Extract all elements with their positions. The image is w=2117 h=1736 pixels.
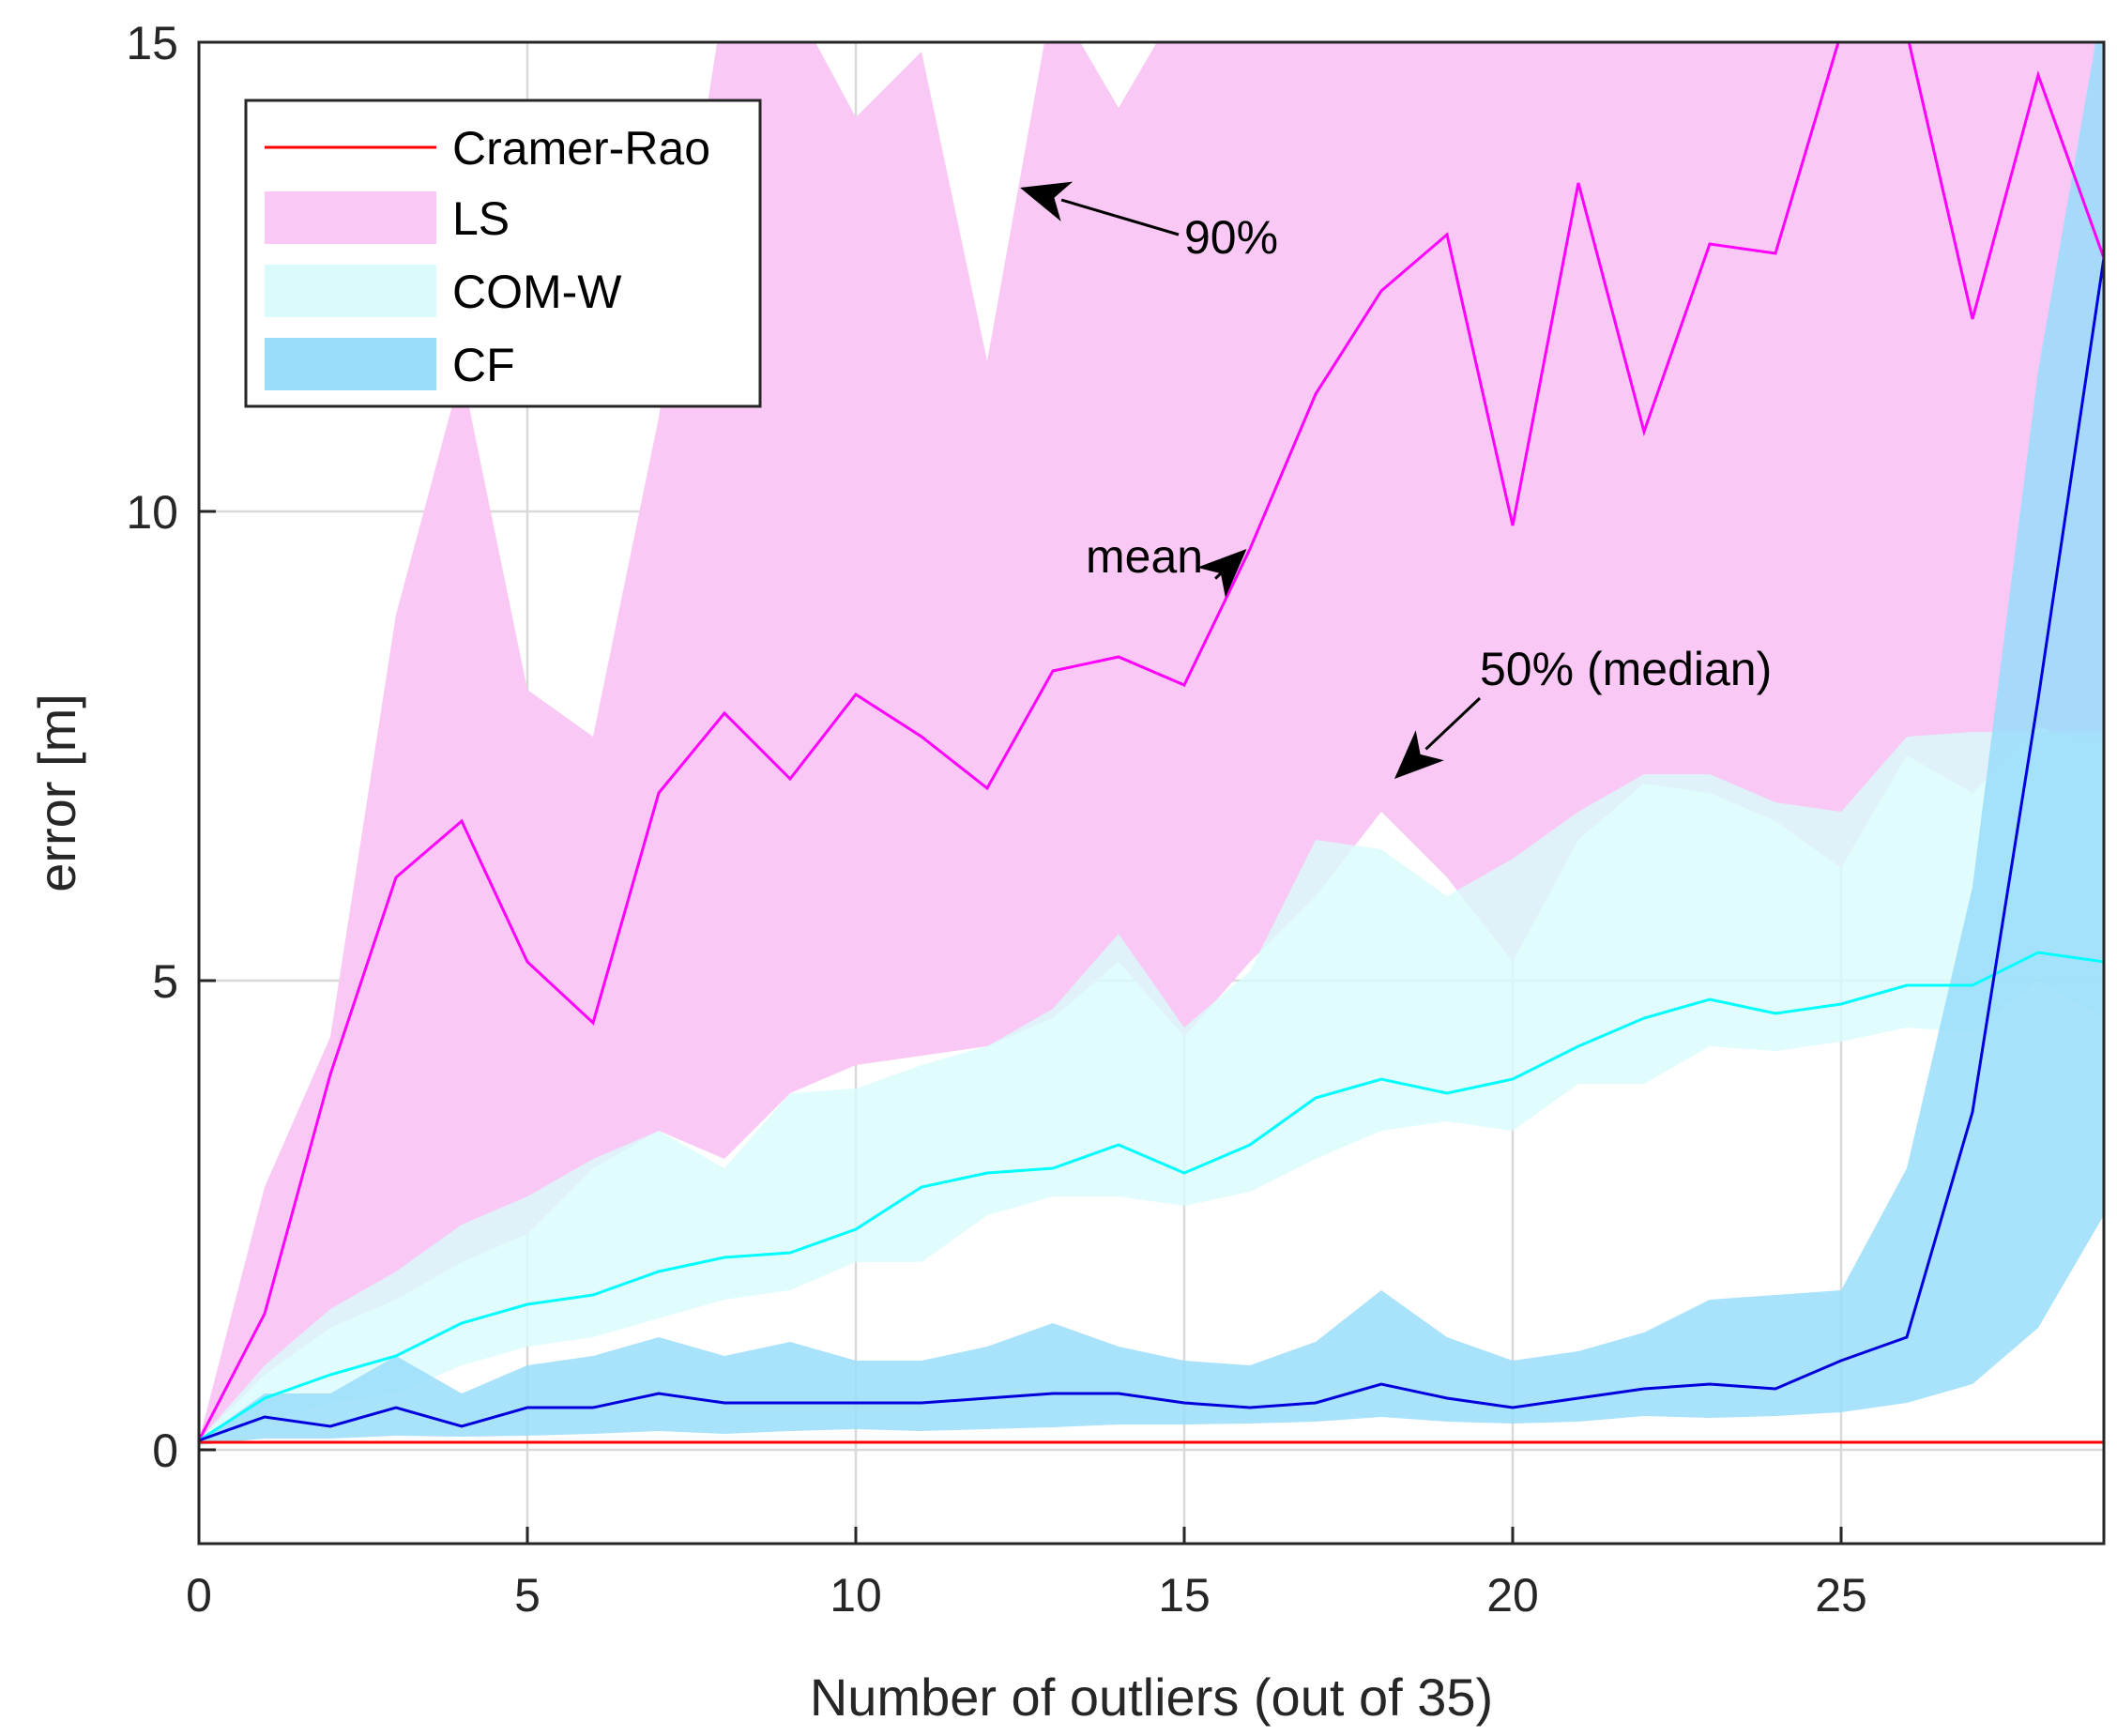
legend-swatch-com-w [265,265,436,317]
x-tick-label-0: 0 [186,1569,212,1622]
legend-swatch-ls [265,191,436,244]
legend-label-com-w: COM-W [452,266,622,318]
annotation-label-mean: mean [1086,530,1203,583]
x-tick-label-20: 20 [1486,1569,1539,1622]
y-tick-label-15: 15 [126,17,178,69]
annotation-arrow-head-50-median [1394,730,1444,779]
axis-ticks: 0 5 10 15 20 25 0 5 10 15 [126,17,1866,1622]
annotation-label-50-median: 50% (median) [1480,643,1772,695]
annotations: 90% mean 50% (median) [1020,181,1772,779]
legend-swatch-cf [265,338,436,390]
x-axis-title: Number of outliers (out of 35) [810,1667,1493,1727]
x-tick-label-25: 25 [1815,1569,1867,1622]
legend-label-cf: CF [452,339,515,391]
com-w-mean-line [199,951,2104,1442]
annotation-arrow-line-90 [1060,198,1180,236]
annotation-arrow-head-90 [1020,181,1074,221]
axes-box [197,40,2106,1546]
com-w-percentile-band [199,732,2104,1440]
x-tick-label-15: 15 [1158,1569,1211,1622]
cf-percentile-band [199,42,2104,1445]
y-axis-title: error [m] [27,693,86,892]
legend-label-cramer-rao: Cramer-Rao [452,122,710,175]
legend: Cramer-Rao LS COM-W CF [244,99,762,408]
y-tick-label-0: 0 [152,1424,178,1477]
y-tick-label-10: 10 [126,486,178,539]
annotation-arrow-head-mean [1196,549,1247,598]
annotation-label-90: 90% [1184,211,1278,264]
ls-mean-line [199,42,2104,1441]
legend-label-ls: LS [452,192,510,245]
annotation-arrow-line-50-median [1424,696,1482,751]
x-tick-label-10: 10 [830,1569,882,1622]
cf-mean-line [199,257,2104,1442]
y-tick-label-5: 5 [152,955,178,1008]
x-tick-label-5: 5 [514,1569,541,1622]
